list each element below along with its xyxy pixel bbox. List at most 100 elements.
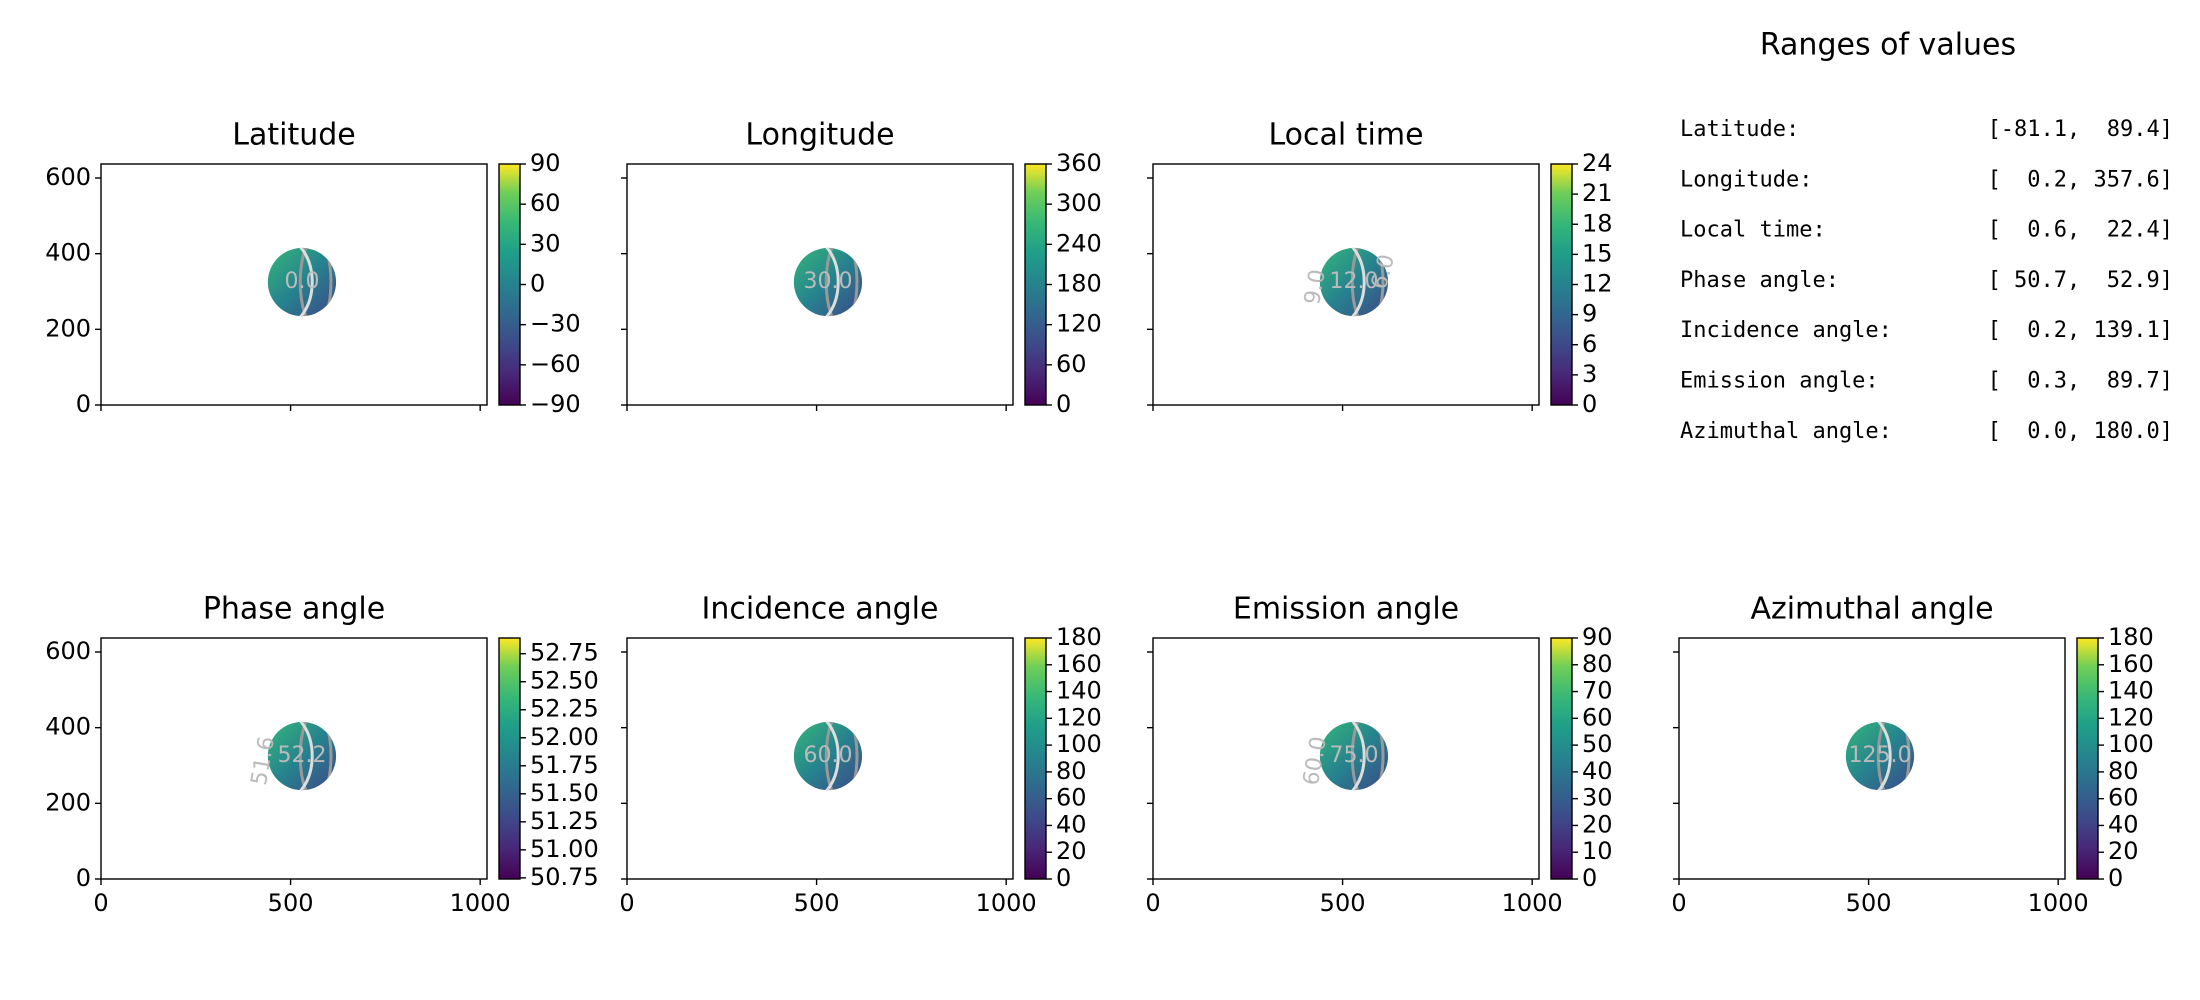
colorbar-tick-label: 120 xyxy=(2108,703,2154,731)
contour-label: 51.6 xyxy=(247,735,280,788)
panel-title: Emission angle xyxy=(1233,592,1459,627)
colorbar-tick-label: 140 xyxy=(1056,677,1102,705)
axes-frame xyxy=(626,163,1014,406)
y-tick-label: 600 xyxy=(45,637,91,665)
contour-line xyxy=(267,721,314,791)
colorbar-tick-label: 100 xyxy=(2108,730,2154,758)
contours xyxy=(1319,721,1385,791)
colorbar-tick-label: 20 xyxy=(1056,837,1087,865)
axes-frame xyxy=(1152,163,1540,406)
colorbar-tick-label: 51.25 xyxy=(530,807,599,835)
colorbar-tick-label: 0 xyxy=(1582,390,1597,418)
colorbar-tick-label: 80 xyxy=(1056,757,1087,785)
colorbar-tick-label: 180 xyxy=(1056,270,1102,298)
y-tick-label: 400 xyxy=(45,239,91,267)
colorbar-tick-label: 80 xyxy=(1582,650,1613,678)
axes-frame xyxy=(1678,637,2066,880)
colorbar-tick-label: 90 xyxy=(1582,623,1613,651)
contours xyxy=(267,721,333,791)
range-name: Azimuthal angle: xyxy=(1680,419,1892,444)
colorbar-tick-label: 60 xyxy=(2108,784,2139,812)
colorbar-tick-label: 60 xyxy=(1056,350,1087,378)
contour-line xyxy=(1319,721,1366,791)
contours xyxy=(793,247,859,317)
disk-image xyxy=(793,247,863,317)
colorbar-tick-label: 10 xyxy=(1582,837,1613,865)
colorbar-tick-label: 90 xyxy=(530,149,561,177)
range-value: [ 0.3, 89.7] xyxy=(1988,369,2173,394)
x-tick-label: 500 xyxy=(794,889,840,917)
colorbar xyxy=(1024,163,1047,406)
colorbar-tick-label: 40 xyxy=(2108,810,2139,838)
colorbar-tick-label: 240 xyxy=(1056,229,1102,257)
x-tick-label: 1000 xyxy=(976,889,1037,917)
x-tick-label: 1000 xyxy=(1502,889,1563,917)
colorbar-tick-label: 18 xyxy=(1582,209,1613,237)
colorbar-tick-label: 52.50 xyxy=(530,667,599,695)
colorbar-tick-label: 21 xyxy=(1582,179,1613,207)
contour-label: 9.0 xyxy=(1300,268,1331,307)
colorbar-tick-label: 180 xyxy=(2108,623,2154,651)
panel-title: Phase angle xyxy=(203,592,385,627)
range-value: [ 0.0, 180.0] xyxy=(1988,419,2173,444)
disk xyxy=(267,721,337,791)
range-name: Phase angle: xyxy=(1680,268,1839,293)
y-tick-label: 200 xyxy=(45,314,91,342)
colorbar-tick-label: 0 xyxy=(2108,864,2123,892)
colorbar-tick-label: 360 xyxy=(1056,149,1102,177)
disk xyxy=(793,247,863,317)
contour-line xyxy=(267,247,314,317)
contour-label: 52.2 xyxy=(277,743,326,768)
axes-frame xyxy=(100,637,488,880)
contours xyxy=(1845,721,1911,791)
colorbar-tick-label: −30 xyxy=(530,310,581,338)
contour-line xyxy=(824,721,859,791)
colorbar xyxy=(1024,637,1047,880)
range-name: Longitude: xyxy=(1680,167,1812,192)
contour-line xyxy=(298,247,333,317)
x-tick-label: 500 xyxy=(1846,889,1892,917)
disk xyxy=(793,721,863,791)
contour-line xyxy=(1350,721,1385,791)
range-value: [-81.1, 89.4] xyxy=(1988,117,2173,142)
colorbar-tick-label: 120 xyxy=(1056,310,1102,338)
colorbar-tick-label: 300 xyxy=(1056,189,1102,217)
colorbar-tick-label: 0 xyxy=(530,270,545,298)
disk-image xyxy=(793,721,863,791)
contour-line xyxy=(793,721,840,791)
colorbar-tick-label: 40 xyxy=(1582,757,1613,785)
colorbar-tick-label: 60 xyxy=(1056,784,1087,812)
contour-line xyxy=(1350,247,1385,317)
disk-image xyxy=(1319,721,1389,791)
colorbar-tick-label: −90 xyxy=(530,390,581,418)
contour-label: 0.0 xyxy=(284,269,319,294)
disk xyxy=(1319,721,1389,791)
disk-image xyxy=(267,721,337,791)
colorbar xyxy=(1550,637,1573,880)
colorbar-tick-label: 30 xyxy=(530,229,561,257)
y-tick-label: 0 xyxy=(76,390,91,418)
contour-line xyxy=(793,247,840,317)
range-name: Latitude: xyxy=(1680,117,1799,142)
y-tick-label: 0 xyxy=(76,864,91,892)
contour-line xyxy=(1319,247,1366,317)
colorbar-tick-label: 50 xyxy=(1582,730,1613,758)
colorbar-tick-label: 0 xyxy=(1582,864,1597,892)
colorbar-tick-label: 15 xyxy=(1582,239,1613,267)
contour-line xyxy=(1876,721,1911,791)
colorbar-tick-label: 51.75 xyxy=(530,751,599,779)
colorbar-tick-label: 51.50 xyxy=(530,779,599,807)
y-tick-label: 400 xyxy=(45,713,91,741)
x-tick-label: 0 xyxy=(1145,889,1160,917)
disk xyxy=(267,247,337,317)
range-name: Emission angle: xyxy=(1680,369,1879,394)
colorbar-tick-label: 6 xyxy=(1582,330,1597,358)
colorbar-tick-label: 40 xyxy=(1056,810,1087,838)
panel-title: Latitude xyxy=(232,118,355,153)
colorbar-tick-label: 51.00 xyxy=(530,835,599,863)
range-value: [ 0.6, 22.4] xyxy=(1988,218,2173,243)
colorbar-tick-label: 180 xyxy=(1056,623,1102,651)
contour-line xyxy=(1845,721,1892,791)
range-name: Local time: xyxy=(1680,218,1826,243)
